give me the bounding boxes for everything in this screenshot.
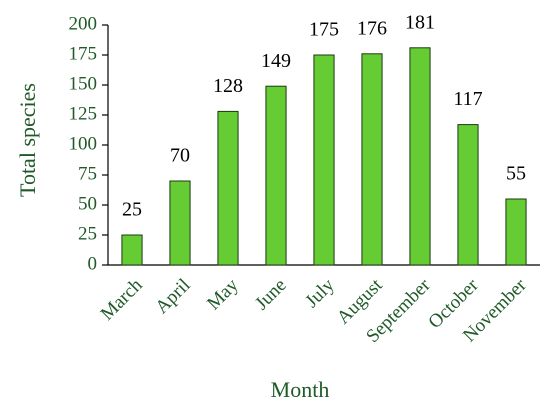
bar — [409, 47, 431, 266]
y-tick-label: 0 — [88, 253, 98, 274]
value-label: 128 — [213, 75, 243, 97]
y-tick-label: 75 — [78, 163, 97, 184]
y-tick-label: 50 — [78, 193, 97, 214]
bar — [217, 110, 239, 266]
bar — [361, 53, 383, 266]
bar — [265, 85, 287, 266]
x-axis-title: Month — [271, 377, 330, 402]
y-axis-title: Total species — [15, 83, 40, 197]
y-tick-label: 200 — [69, 13, 98, 34]
x-tick-label: March — [97, 274, 147, 324]
value-label: 70 — [170, 145, 190, 167]
bar — [121, 234, 143, 266]
y-tick-label: 175 — [69, 43, 98, 64]
bar — [313, 54, 335, 266]
x-tick-label: July — [301, 274, 339, 312]
x-tick-label: June — [251, 275, 290, 314]
y-tick-label: 100 — [69, 133, 98, 154]
value-label: 176 — [357, 17, 387, 39]
value-label: 149 — [261, 50, 291, 72]
y-tick-label: 125 — [69, 103, 98, 124]
value-label: 55 — [506, 163, 526, 185]
value-label: 181 — [405, 11, 435, 33]
value-label: 175 — [309, 19, 339, 41]
x-tick-label: May — [203, 274, 243, 314]
bar — [505, 198, 527, 266]
bar — [169, 180, 191, 266]
value-label: 117 — [453, 88, 482, 110]
bar — [457, 124, 479, 266]
x-tick-label: April — [151, 275, 194, 318]
y-tick-label: 150 — [69, 73, 98, 94]
value-label: 25 — [122, 199, 142, 221]
y-tick-label: 25 — [78, 223, 97, 244]
